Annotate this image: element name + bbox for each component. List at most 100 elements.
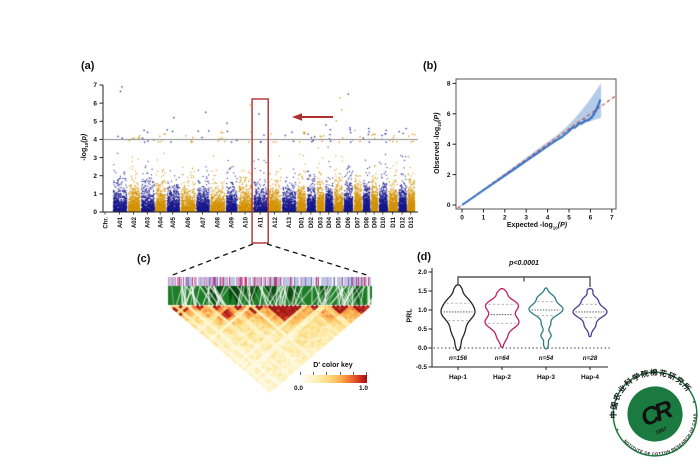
panel-c-label: (c)	[137, 253, 151, 265]
qq-xlabel: Expected -log10(P)	[487, 222, 587, 230]
violin-ytick-label: 2.0	[418, 269, 427, 276]
manhattan-ylabel-prefix: -log	[80, 147, 88, 161]
zoom-connector-left	[169, 243, 254, 277]
ld-color-key-min: 0.0	[294, 385, 304, 392]
qq-xtick-label: 6	[589, 215, 593, 222]
qq-ylabel-sub: 10	[437, 121, 443, 127]
qq-xtick-label: 3	[524, 215, 528, 222]
qq-xtick-label: 4	[546, 215, 550, 222]
qq-plot-canvas	[457, 80, 615, 208]
ld-color-key-title: D' color key	[313, 362, 353, 369]
manhattan-category-label: A01	[118, 216, 124, 228]
manhattan-category-label: A05	[171, 216, 177, 228]
manhattan-ylabel: -log10(p)	[81, 117, 89, 177]
manhattan-category-label: A02	[132, 216, 138, 228]
qq-xlabel-suffix: (P)	[557, 222, 568, 229]
ld-color-key-tick	[300, 372, 301, 375]
ld-color-key-max: 1.0	[359, 385, 369, 392]
qq-xtick-label: 0	[460, 215, 464, 222]
manhattan-category-label: D03	[318, 216, 324, 228]
manhattan-ytick-label: 4	[93, 137, 97, 144]
qq-xtick-label: 1	[482, 215, 486, 222]
qq-ylabel-suffix: (P)	[433, 112, 441, 122]
manhattan-category-label: A03	[146, 216, 152, 228]
qq-xlabel-sub: 10	[552, 225, 558, 231]
violin-ylabel: PRL	[406, 308, 414, 323]
qq-frame	[455, 78, 617, 210]
manhattan-category-label: D02	[309, 216, 315, 228]
qq-xtick-label: 7	[610, 215, 614, 222]
manhattan-category-label: A06	[186, 216, 192, 228]
qq-ylabel: Observed -log10(P)	[434, 112, 442, 174]
panel-d-label: (d)	[417, 251, 432, 263]
highlight-box	[251, 98, 269, 244]
manhattan-category-label: A07	[201, 216, 207, 228]
manhattan-category-label: D08	[364, 216, 370, 228]
violin-shape-hap-1	[440, 284, 476, 351]
violin-group-label: Hap-4	[581, 374, 599, 381]
manhattan-category-label: D10	[381, 216, 387, 228]
manhattan-category-label: Chr.	[103, 217, 109, 229]
violin-ytick-label: -0.5	[416, 364, 428, 371]
violin-ytick-label: 1.0	[418, 307, 427, 314]
manhattan-ylabel-sub: 10	[84, 142, 90, 148]
qq-ylabel-prefix: Observed -log	[433, 126, 441, 174]
manhattan-category-label: A13	[287, 216, 293, 228]
qq-ytick-label: 0	[447, 202, 451, 209]
highlight-arrow-head	[292, 113, 302, 121]
significance-bracket	[457, 276, 591, 287]
manhattan-category-label: D07	[356, 216, 362, 228]
ld-color-key-tick	[366, 372, 367, 375]
manhattan-category-label: A10	[243, 216, 249, 228]
violin-shape-hap-2	[484, 288, 520, 348]
violin-ytick-label: 0.0	[418, 345, 427, 352]
violin-ytick-label: 0.5	[418, 326, 427, 333]
significance-label: p<0.0001	[509, 260, 539, 267]
panel-b-label: (b)	[423, 60, 438, 72]
qq-ytick-label: 4	[447, 141, 451, 148]
manhattan-axes	[102, 85, 418, 213]
manhattan-category-label: D12	[401, 216, 407, 228]
violin-n-label: n=64	[495, 355, 510, 362]
violin-group-label: Hap-2	[493, 374, 511, 381]
manhattan-ytick-label: 3	[93, 155, 97, 162]
ld-color-key-tick	[339, 372, 341, 375]
logo-inner-disc	[627, 386, 683, 442]
qq-ytick-label: 8	[447, 81, 451, 88]
qq-xtick-label: 5	[567, 215, 571, 222]
manhattan-category-label: D04	[327, 216, 333, 228]
manhattan-ytick-label: 1	[93, 191, 97, 198]
manhattan-category-label: D05	[336, 216, 342, 228]
qq-ytick-label: 2	[447, 172, 451, 179]
violin-group-label: Hap-1	[449, 374, 467, 381]
panel-a-label: (a)	[81, 60, 95, 72]
manhattan-ylabel-suffix: (p)	[80, 133, 88, 143]
violin-group-label: Hap-3	[537, 374, 555, 381]
manhattan-ytick-label: 0	[93, 209, 97, 216]
violin-n-label: n=156	[449, 355, 468, 362]
manhattan-category-label: D13	[409, 216, 415, 228]
manhattan-ytick-label: 6	[93, 100, 97, 107]
ld-color-key-gradient	[300, 375, 367, 383]
qq-xtick-label: 2	[503, 215, 507, 222]
violin-shape-hap-3	[528, 287, 564, 350]
logo-left-dot	[616, 428, 619, 431]
manhattan-ytick-label: 2	[93, 173, 97, 180]
ld-color-key-tick	[352, 372, 354, 375]
manhattan-category-label: D01	[299, 216, 305, 228]
logo-year: 1957	[655, 426, 668, 436]
manhattan-plot-canvas	[104, 85, 418, 212]
logo-right-dot	[692, 400, 695, 403]
manhattan-ytick-label: 7	[93, 82, 97, 89]
qq-ytick-label: 6	[447, 111, 451, 118]
zoom-connector-right	[266, 243, 371, 277]
manhattan-category-label: A04	[159, 216, 165, 228]
manhattan-ytick-label: 5	[93, 118, 97, 125]
manhattan-category-label: A11	[259, 216, 265, 227]
violin-n-label: n=54	[539, 355, 554, 362]
violin-shape-hap-4	[572, 288, 608, 338]
manhattan-category-label: D06	[346, 216, 352, 228]
manhattan-category-label: D09	[373, 216, 379, 228]
